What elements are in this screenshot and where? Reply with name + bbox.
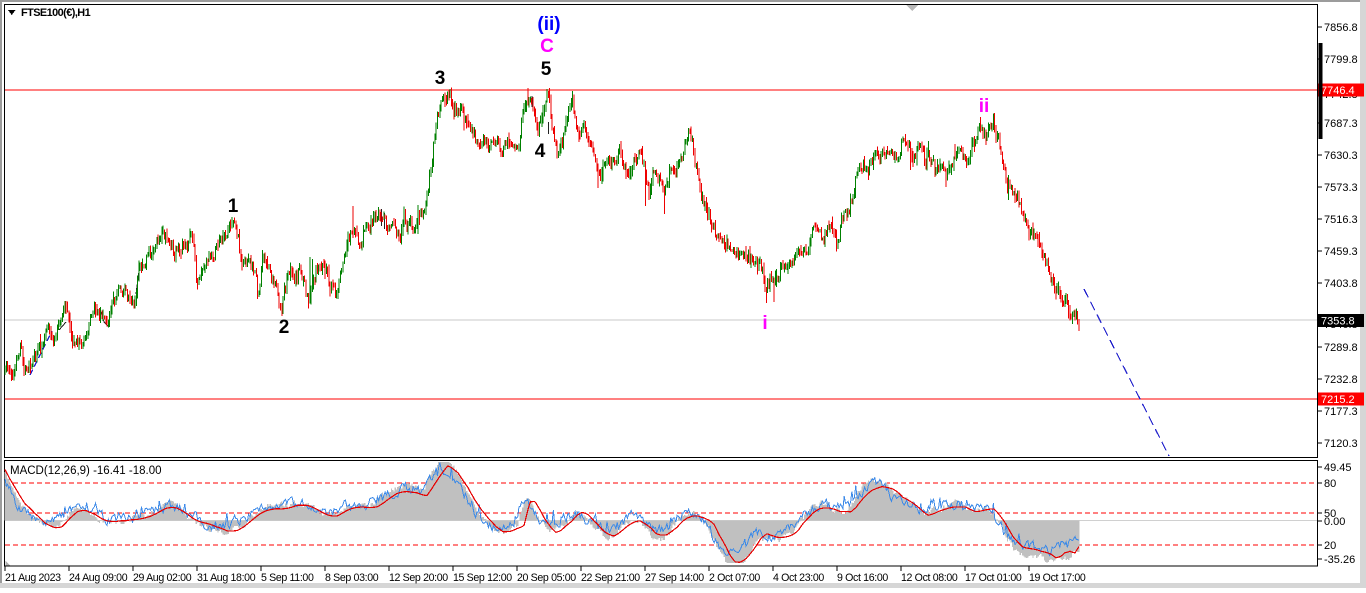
svg-text:7516.3: 7516.3 (1324, 214, 1358, 226)
svg-text:8 Sep 03:00: 8 Sep 03:00 (325, 572, 379, 584)
svg-text:7177.3: 7177.3 (1324, 406, 1358, 418)
svg-text:4 Oct 23:00: 4 Oct 23:00 (773, 572, 824, 584)
svg-text:3: 3 (435, 68, 446, 89)
svg-text:7856.8: 7856.8 (1324, 22, 1358, 34)
svg-text:2 Oct 07:00: 2 Oct 07:00 (709, 572, 760, 584)
svg-text:i: i (762, 313, 767, 334)
svg-text:0.00: 0.00 (1324, 516, 1345, 528)
svg-text:1: 1 (228, 196, 239, 217)
svg-text:24 Aug 09:00: 24 Aug 09:00 (69, 572, 128, 584)
svg-text:7215.2: 7215.2 (1321, 394, 1355, 406)
svg-text:7289.8: 7289.8 (1324, 342, 1358, 354)
svg-text:7799.8: 7799.8 (1324, 54, 1358, 66)
svg-text:29 Aug 02:00: 29 Aug 02:00 (133, 572, 192, 584)
svg-text:7120.3: 7120.3 (1324, 438, 1358, 450)
svg-text:20 Sep 05:00: 20 Sep 05:00 (517, 572, 576, 584)
svg-text:7459.3: 7459.3 (1324, 246, 1358, 258)
svg-text:22 Sep 21:00: 22 Sep 21:00 (581, 572, 640, 584)
svg-text:49.45: 49.45 (1324, 462, 1352, 474)
svg-text:-35.26: -35.26 (1324, 554, 1355, 566)
svg-text:12 Sep 20:00: 12 Sep 20:00 (389, 572, 448, 584)
svg-text:FTSE100(€),H1: FTSE100(€),H1 (21, 7, 91, 19)
svg-text:80: 80 (1324, 478, 1336, 490)
svg-text:7630.3: 7630.3 (1324, 150, 1358, 162)
svg-text:12 Oct 08:00: 12 Oct 08:00 (901, 572, 958, 584)
svg-text:(ii): (ii) (537, 14, 560, 35)
svg-text:20: 20 (1324, 540, 1336, 552)
svg-text:7746.4: 7746.4 (1321, 85, 1355, 97)
svg-text:2: 2 (279, 317, 290, 338)
svg-text:5 Sep 11:00: 5 Sep 11:00 (261, 572, 314, 584)
svg-text:50: 50 (1324, 508, 1336, 520)
svg-text:7353.8: 7353.8 (1321, 316, 1355, 328)
svg-text:17 Oct 01:00: 17 Oct 01:00 (965, 572, 1022, 584)
svg-text:31 Aug 18:00: 31 Aug 18:00 (197, 572, 256, 584)
svg-text:9 Oct 16:00: 9 Oct 16:00 (837, 572, 888, 584)
svg-text:7687.3: 7687.3 (1324, 118, 1358, 130)
svg-text:5: 5 (541, 59, 552, 80)
svg-text:21 Aug 2023: 21 Aug 2023 (5, 572, 61, 584)
svg-text:7232.8: 7232.8 (1324, 374, 1358, 386)
svg-text:C: C (540, 36, 554, 57)
svg-text:7573.3: 7573.3 (1324, 182, 1358, 194)
svg-text:MACD(12,26,9) -16.41 -18.00: MACD(12,26,9) -16.41 -18.00 (10, 465, 162, 477)
svg-text:27 Sep 14:00: 27 Sep 14:00 (645, 572, 704, 584)
svg-text:19 Oct 17:00: 19 Oct 17:00 (1029, 572, 1086, 584)
svg-text:4: 4 (535, 141, 546, 162)
svg-text:7403.8: 7403.8 (1324, 278, 1358, 290)
svg-text:15 Sep 12:00: 15 Sep 12:00 (453, 572, 512, 584)
svg-text:ii: ii (979, 96, 990, 117)
